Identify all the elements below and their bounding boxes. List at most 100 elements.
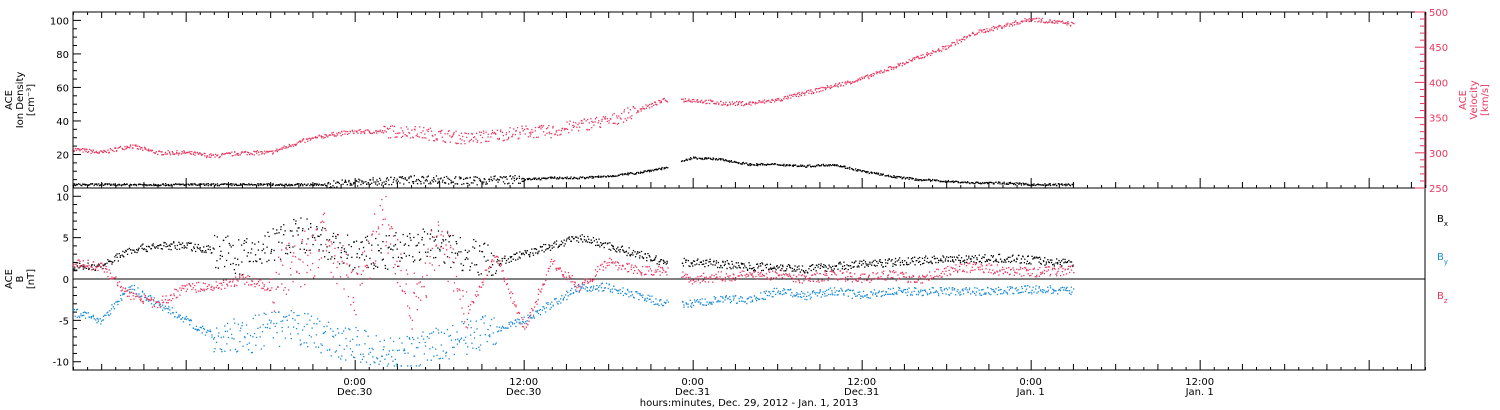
series-by-point <box>744 301 746 303</box>
series-bx-point <box>353 241 355 243</box>
velocity-series-point <box>998 26 1000 28</box>
series-bx-point <box>327 258 329 260</box>
velocity-series-point <box>260 151 262 153</box>
velocity-series-point <box>231 151 233 153</box>
velocity-tick-label: 450 <box>1429 43 1448 54</box>
density-series-point <box>183 184 185 186</box>
series-by-point <box>381 355 383 357</box>
density-series-point <box>695 157 697 159</box>
series-bx-point <box>892 263 894 265</box>
velocity-series-point <box>92 151 94 153</box>
velocity-series-point <box>168 151 171 153</box>
series-bx-point <box>639 255 641 257</box>
series-by-point <box>768 291 771 293</box>
density-series-point <box>863 170 865 172</box>
velocity-series-point <box>740 102 742 104</box>
density-series-point <box>110 184 112 186</box>
density-series-point <box>1023 183 1025 185</box>
series-bx-point <box>289 230 291 232</box>
density-series-point <box>908 178 910 181</box>
density-series-point <box>836 165 838 167</box>
density-series-point <box>299 185 302 187</box>
series-bx-point <box>923 259 926 261</box>
velocity-series-point <box>1021 21 1023 23</box>
series-bx-point <box>532 254 535 256</box>
velocity-series-point <box>411 129 413 131</box>
density-series-point <box>769 163 771 166</box>
series-by-point <box>110 308 113 310</box>
series-bx-point <box>201 251 203 253</box>
velocity-series-point <box>491 129 494 132</box>
series-bx-point <box>197 247 199 250</box>
velocity-series-point <box>1018 23 1020 25</box>
series-bx-point <box>358 248 360 250</box>
velocity-series-point <box>543 131 545 133</box>
series-bx-point <box>1045 261 1048 263</box>
series-by-point <box>959 294 961 296</box>
series-by-point <box>273 322 275 325</box>
series-bx-point <box>523 253 525 256</box>
series-by-point <box>650 301 652 303</box>
series-by-point <box>847 295 849 297</box>
series-by-point <box>276 322 278 325</box>
density-tick-label: 40 <box>56 117 69 128</box>
density-series-point <box>705 157 707 159</box>
velocity-series-point <box>814 89 816 91</box>
density-series-point <box>892 176 894 178</box>
velocity-series-point <box>948 47 950 49</box>
series-by-point <box>511 322 513 324</box>
velocity-tick-label: 300 <box>1429 149 1448 160</box>
series-bx-point <box>1027 255 1029 257</box>
density-series-point <box>949 181 951 183</box>
series-by-point <box>482 316 484 319</box>
density-series-point <box>914 179 916 181</box>
series-bx-point <box>942 261 944 263</box>
series-bx-point <box>446 256 449 258</box>
series-bx-point <box>880 261 882 263</box>
density-series-point <box>728 161 731 163</box>
velocity-series-point <box>1003 24 1006 27</box>
velocity-series-point <box>840 84 842 86</box>
series-bx-point <box>959 260 961 262</box>
density-series-point <box>263 183 265 186</box>
velocity-series-point <box>291 144 293 146</box>
series-by-point <box>190 319 192 322</box>
velocity-series-point <box>493 132 495 134</box>
series-by-point <box>845 290 847 292</box>
series-bx-point <box>696 259 698 262</box>
velocity-series-point <box>857 78 859 80</box>
velocity-series-point <box>373 132 375 134</box>
series-bx-point <box>551 247 553 249</box>
series-bx-point <box>412 256 414 258</box>
velocity-series-point <box>616 123 619 125</box>
series-by-point <box>556 301 558 303</box>
series-by-point <box>237 323 239 325</box>
series-by-point <box>592 287 595 289</box>
velocity-series-point <box>135 145 137 147</box>
series-bx-point <box>340 251 342 254</box>
velocity-series-point <box>429 127 432 129</box>
velocity-series-point <box>239 154 241 156</box>
density-series-point <box>227 183 229 185</box>
velocity-series-point <box>928 53 930 55</box>
velocity-series-point <box>487 133 489 135</box>
series-by-point <box>361 358 363 360</box>
series-bx-point <box>207 248 209 250</box>
velocity-series-point <box>234 151 236 153</box>
velocity-series-point <box>568 123 570 125</box>
series-by-point <box>658 305 660 307</box>
velocity-series-point <box>848 81 850 83</box>
density-series-point <box>107 183 109 185</box>
density-series-point <box>1033 183 1035 185</box>
series-bx-point <box>765 267 767 269</box>
velocity-series-point <box>994 26 996 28</box>
series-by-point <box>527 314 529 316</box>
series-bx-point <box>631 252 634 254</box>
series-bx-point <box>464 258 466 261</box>
velocity-series-point <box>385 131 387 133</box>
density-series-point <box>905 177 907 179</box>
series-by-point <box>878 290 880 292</box>
series-bx-point <box>696 263 698 265</box>
density-series-point <box>843 165 845 167</box>
density-series-point <box>893 175 895 177</box>
